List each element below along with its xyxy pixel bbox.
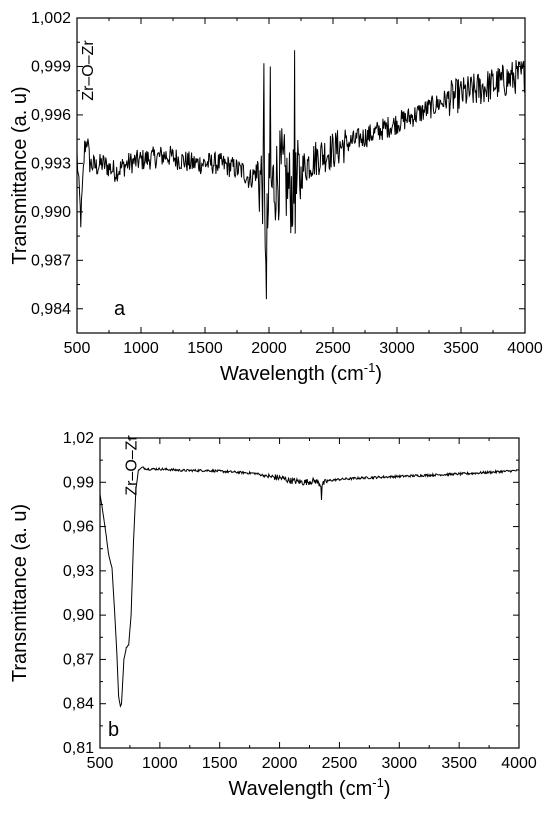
x-tick-label: 500 — [64, 340, 91, 357]
panel-letter: b — [108, 719, 119, 741]
y-tick-label: 0,987 — [31, 252, 71, 269]
spectrum-line — [99, 466, 520, 708]
x-tick-label: 2500 — [322, 755, 358, 772]
y-tick-label: 0,99 — [63, 474, 94, 491]
y-tick-label: 0,996 — [31, 107, 71, 124]
plot-frame — [99, 437, 520, 749]
x-tick-label: 2000 — [262, 755, 298, 772]
y-tick-label: 1,02 — [63, 430, 94, 447]
chart-panel-a: 500 1000 1500 2000 2500 3000 3500 4000 0,984 0,98… — [9, 10, 543, 385]
chart-panel-b: 500 1000 1500 2000 2500 3000 3500 4000 0,81 0,84 0… — [9, 430, 537, 800]
y-tick-label: 0,990 — [31, 204, 71, 221]
panel-letter: a — [114, 298, 126, 320]
y-tick-label: 0,81 — [63, 740, 94, 757]
x-axis-title: Wavelength (cm-1) — [229, 775, 391, 800]
x-tick-label: 1000 — [142, 755, 178, 772]
x-tick-label: 1500 — [187, 340, 223, 357]
x-tick-label: 3000 — [381, 755, 417, 772]
x-tick-label: 2500 — [315, 340, 351, 357]
y-tick-label: 0,984 — [31, 301, 71, 318]
x-tick-label: 1000 — [123, 340, 159, 357]
y-tick-label: 0,87 — [63, 651, 94, 668]
x-tick-label: 4000 — [501, 755, 537, 772]
spectrum-line — [76, 50, 526, 300]
x-tick-label: 3000 — [379, 340, 415, 357]
y-axis-title: Transmittance (a. u) — [9, 504, 31, 682]
x-tick-label: 2000 — [251, 340, 287, 357]
y-tick-label: 0,999 — [31, 58, 71, 75]
y-tick-label: 0,93 — [63, 563, 94, 580]
peak-annotation: Zr–O–Zr — [123, 435, 140, 496]
x-tick-label: 4000 — [507, 340, 543, 357]
y-tick-label: 0,993 — [31, 155, 71, 172]
x-tick-label: 1500 — [202, 755, 238, 772]
y-tick-label: 1,002 — [31, 10, 71, 27]
x-tick-label: 3500 — [443, 340, 479, 357]
peak-annotation: Zr–O–Zr — [80, 40, 97, 101]
y-axis-title: Transmittance (a. u) — [9, 86, 31, 264]
x-tick-label: 3500 — [441, 755, 477, 772]
x-axis-title: Wavelength (cm-1) — [220, 360, 382, 385]
y-tick-label: 0,84 — [63, 696, 94, 713]
x-tick-label: 500 — [87, 755, 114, 772]
y-tick-label: 0,90 — [63, 607, 94, 624]
y-tick-label: 0,96 — [63, 519, 94, 536]
